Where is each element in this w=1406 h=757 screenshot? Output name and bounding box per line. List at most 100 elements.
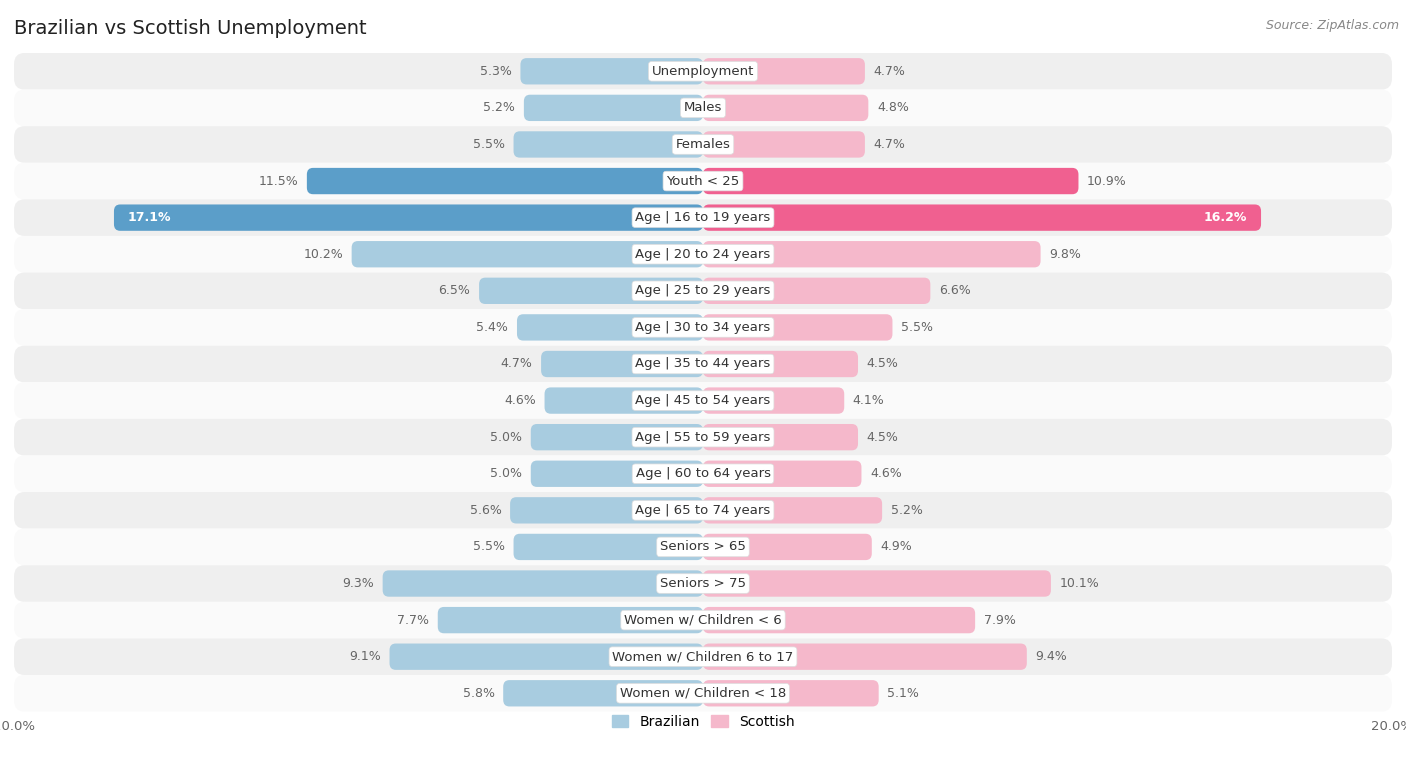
FancyBboxPatch shape [14,602,1392,638]
Text: 9.3%: 9.3% [342,577,374,590]
Text: 5.8%: 5.8% [463,687,495,699]
Text: 5.3%: 5.3% [479,65,512,78]
Text: Women w/ Children < 6: Women w/ Children < 6 [624,614,782,627]
FancyBboxPatch shape [703,643,1026,670]
Text: Brazilian vs Scottish Unemployment: Brazilian vs Scottish Unemployment [14,18,367,38]
Text: Age | 16 to 19 years: Age | 16 to 19 years [636,211,770,224]
FancyBboxPatch shape [14,638,1392,675]
FancyBboxPatch shape [520,58,703,85]
Text: 5.6%: 5.6% [470,504,502,517]
Text: 4.7%: 4.7% [501,357,533,370]
Text: 5.2%: 5.2% [484,101,515,114]
Text: 4.8%: 4.8% [877,101,908,114]
FancyBboxPatch shape [14,382,1392,419]
FancyBboxPatch shape [524,95,703,121]
FancyBboxPatch shape [703,680,879,706]
FancyBboxPatch shape [531,424,703,450]
FancyBboxPatch shape [14,89,1392,126]
FancyBboxPatch shape [513,534,703,560]
FancyBboxPatch shape [382,570,703,597]
Text: 7.9%: 7.9% [984,614,1015,627]
Text: Age | 65 to 74 years: Age | 65 to 74 years [636,504,770,517]
FancyBboxPatch shape [352,241,703,267]
FancyBboxPatch shape [479,278,703,304]
Text: Seniors > 75: Seniors > 75 [659,577,747,590]
FancyBboxPatch shape [703,424,858,450]
Text: Age | 60 to 64 years: Age | 60 to 64 years [636,467,770,480]
Text: Source: ZipAtlas.com: Source: ZipAtlas.com [1265,19,1399,32]
Text: 10.2%: 10.2% [304,248,343,260]
Text: 9.1%: 9.1% [349,650,381,663]
FancyBboxPatch shape [14,163,1392,199]
FancyBboxPatch shape [517,314,703,341]
FancyBboxPatch shape [703,388,844,414]
Text: 17.1%: 17.1% [128,211,172,224]
FancyBboxPatch shape [14,675,1392,712]
FancyBboxPatch shape [544,388,703,414]
Text: 7.7%: 7.7% [396,614,429,627]
Text: 16.2%: 16.2% [1204,211,1247,224]
FancyBboxPatch shape [510,497,703,524]
Text: 5.0%: 5.0% [491,431,522,444]
FancyBboxPatch shape [114,204,703,231]
Text: 10.9%: 10.9% [1087,175,1126,188]
Text: Women w/ Children 6 to 17: Women w/ Children 6 to 17 [613,650,793,663]
Text: Age | 35 to 44 years: Age | 35 to 44 years [636,357,770,370]
FancyBboxPatch shape [14,492,1392,528]
FancyBboxPatch shape [14,273,1392,309]
FancyBboxPatch shape [703,314,893,341]
Text: 5.1%: 5.1% [887,687,920,699]
Text: 6.6%: 6.6% [939,285,970,298]
Text: 9.4%: 9.4% [1035,650,1067,663]
FancyBboxPatch shape [513,131,703,157]
Text: 4.9%: 4.9% [880,540,912,553]
Text: 4.7%: 4.7% [873,65,905,78]
FancyBboxPatch shape [703,95,869,121]
Text: 4.7%: 4.7% [873,138,905,151]
FancyBboxPatch shape [541,350,703,377]
Text: Seniors > 65: Seniors > 65 [659,540,747,553]
Text: 4.1%: 4.1% [853,394,884,407]
Text: 4.5%: 4.5% [866,357,898,370]
FancyBboxPatch shape [703,278,931,304]
Text: 5.5%: 5.5% [472,138,505,151]
FancyBboxPatch shape [14,236,1392,273]
FancyBboxPatch shape [14,199,1392,236]
FancyBboxPatch shape [14,528,1392,565]
FancyBboxPatch shape [703,534,872,560]
FancyBboxPatch shape [389,643,703,670]
FancyBboxPatch shape [703,204,1261,231]
Text: Age | 20 to 24 years: Age | 20 to 24 years [636,248,770,260]
FancyBboxPatch shape [14,53,1392,89]
Text: 5.0%: 5.0% [491,467,522,480]
FancyBboxPatch shape [703,168,1078,195]
Text: Age | 25 to 29 years: Age | 25 to 29 years [636,285,770,298]
FancyBboxPatch shape [14,419,1392,456]
Text: Youth < 25: Youth < 25 [666,175,740,188]
Text: 5.4%: 5.4% [477,321,509,334]
FancyBboxPatch shape [14,346,1392,382]
Text: 11.5%: 11.5% [259,175,298,188]
Text: 4.6%: 4.6% [505,394,536,407]
Text: 4.5%: 4.5% [866,431,898,444]
FancyBboxPatch shape [703,497,882,524]
Text: Age | 30 to 34 years: Age | 30 to 34 years [636,321,770,334]
FancyBboxPatch shape [703,241,1040,267]
Text: Age | 55 to 59 years: Age | 55 to 59 years [636,431,770,444]
FancyBboxPatch shape [14,456,1392,492]
Text: Males: Males [683,101,723,114]
Text: 5.5%: 5.5% [901,321,934,334]
FancyBboxPatch shape [703,58,865,85]
Text: Unemployment: Unemployment [652,65,754,78]
Text: 4.6%: 4.6% [870,467,901,480]
Text: Females: Females [675,138,731,151]
Legend: Brazilian, Scottish: Brazilian, Scottish [606,709,800,734]
FancyBboxPatch shape [14,309,1392,346]
FancyBboxPatch shape [14,565,1392,602]
FancyBboxPatch shape [503,680,703,706]
Text: 5.2%: 5.2% [891,504,922,517]
FancyBboxPatch shape [703,350,858,377]
Text: 9.8%: 9.8% [1049,248,1081,260]
Text: 6.5%: 6.5% [439,285,471,298]
FancyBboxPatch shape [531,460,703,487]
